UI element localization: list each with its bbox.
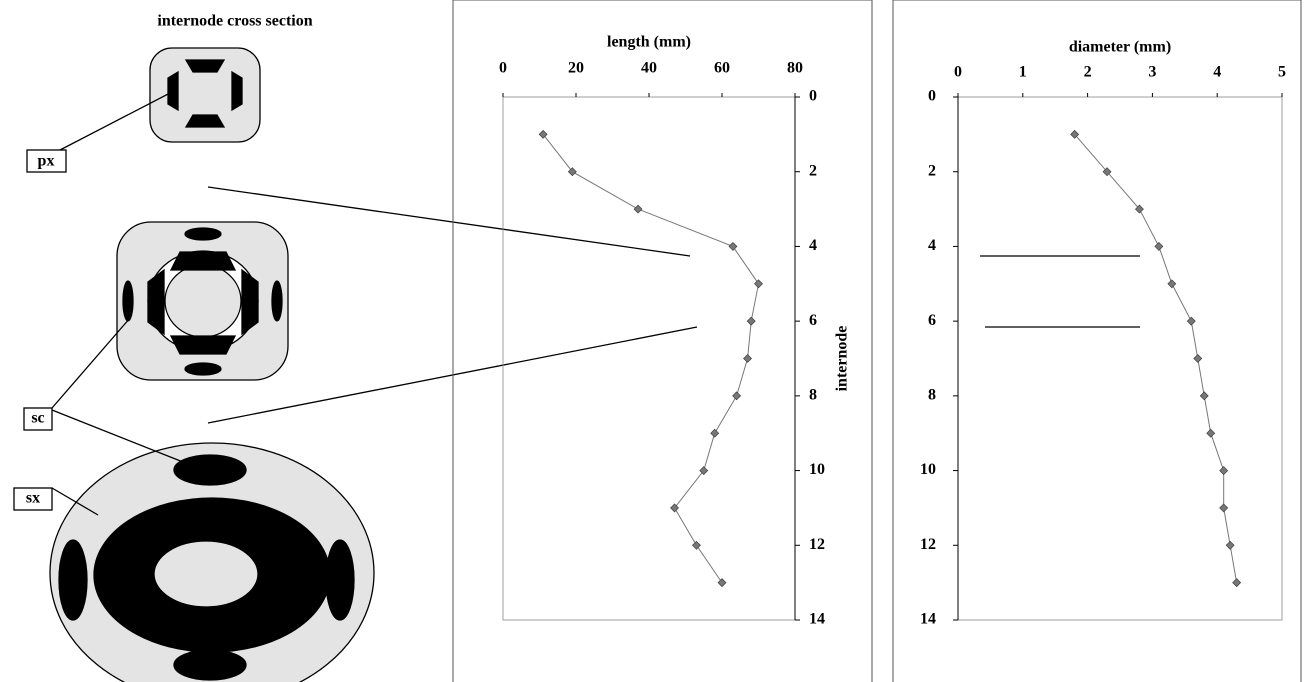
sclerenchyma	[174, 455, 246, 485]
xylem	[148, 270, 164, 334]
internode-tick-label: 2	[809, 162, 817, 179]
internode-tick-label: 14	[809, 611, 825, 628]
sclerenchyma	[123, 281, 133, 321]
value-tick-label: 1	[1019, 64, 1027, 81]
label: sx	[26, 490, 40, 507]
sclerenchyma	[174, 650, 246, 680]
value-tick-label: 40	[641, 60, 657, 77]
internode-tick-label: 6	[809, 312, 817, 329]
xylem	[168, 72, 178, 110]
data-point	[755, 280, 763, 288]
value-tick-label: 0	[954, 64, 962, 81]
data-point	[711, 429, 719, 437]
internode-tick-label: 10	[809, 461, 825, 478]
value-tick-label: 3	[1148, 64, 1156, 81]
plot-area	[958, 97, 1282, 620]
xylem	[171, 336, 235, 354]
pith	[165, 265, 241, 337]
axis-title: length (mm)	[607, 34, 691, 51]
figure: internode cross section px sc sx	[0, 0, 1304, 682]
sclerenchyma	[185, 363, 221, 375]
internode-tick-label: 0	[809, 88, 817, 105]
xylem	[186, 60, 224, 72]
data-point	[1168, 280, 1176, 288]
internode-tick-label: 0	[928, 88, 936, 105]
internode-tick-label: 14	[920, 611, 936, 628]
data-point	[1220, 467, 1228, 475]
pointer	[52, 410, 183, 462]
data-point	[1187, 317, 1195, 325]
diagram: internode cross section px sc sx	[14, 13, 1140, 682]
data-line	[543, 134, 758, 582]
xylem	[242, 270, 258, 334]
axis-title: diameter (mm)	[1069, 39, 1171, 56]
data-point	[1155, 242, 1163, 250]
sclerenchyma	[59, 540, 87, 620]
pointer	[52, 318, 130, 408]
data-point	[1226, 541, 1234, 549]
data-point	[634, 205, 642, 213]
axis-title: internode	[834, 326, 851, 392]
data-point	[1233, 579, 1241, 587]
internode-tick-label: 10	[920, 461, 936, 478]
internode-tick-label: 6	[928, 312, 936, 329]
value-tick-label: 5	[1278, 64, 1286, 81]
data-point	[744, 355, 752, 363]
label: px	[38, 153, 55, 170]
value-tick-label: 2	[1084, 64, 1092, 81]
pith	[154, 541, 258, 607]
value-tick-label: 60	[714, 60, 730, 77]
value-tick-label: 4	[1213, 64, 1221, 81]
data-point	[1220, 504, 1228, 512]
sclerenchyma	[326, 540, 354, 620]
xylem	[171, 252, 235, 270]
value-tick-label: 80	[787, 60, 803, 77]
xylem	[232, 72, 242, 110]
data-point	[692, 541, 700, 549]
data-point	[729, 242, 737, 250]
internode-tick-label: 12	[920, 536, 936, 553]
internode-tick-label: 8	[809, 387, 817, 404]
value-tick-label: 0	[499, 60, 507, 77]
sclerenchyma	[185, 228, 221, 240]
data-point	[1200, 392, 1208, 400]
data-point	[1194, 355, 1202, 363]
internode-tick-label: 12	[809, 536, 825, 553]
data-point	[747, 317, 755, 325]
xylem	[186, 115, 224, 127]
internode-tick-label: 2	[928, 162, 936, 179]
label: sc	[31, 410, 44, 427]
diagram-title: internode cross section	[157, 13, 312, 30]
internode-tick-label: 8	[928, 387, 936, 404]
value-tick-label: 20	[568, 60, 584, 77]
data-line	[1075, 134, 1237, 582]
chart-frame	[893, 0, 1301, 682]
sclerenchyma	[272, 281, 282, 321]
internode-tick-label: 4	[809, 237, 817, 254]
internode-tick-label: 4	[928, 237, 936, 254]
data-point	[733, 392, 741, 400]
data-point	[718, 579, 726, 587]
data-point	[1207, 429, 1215, 437]
